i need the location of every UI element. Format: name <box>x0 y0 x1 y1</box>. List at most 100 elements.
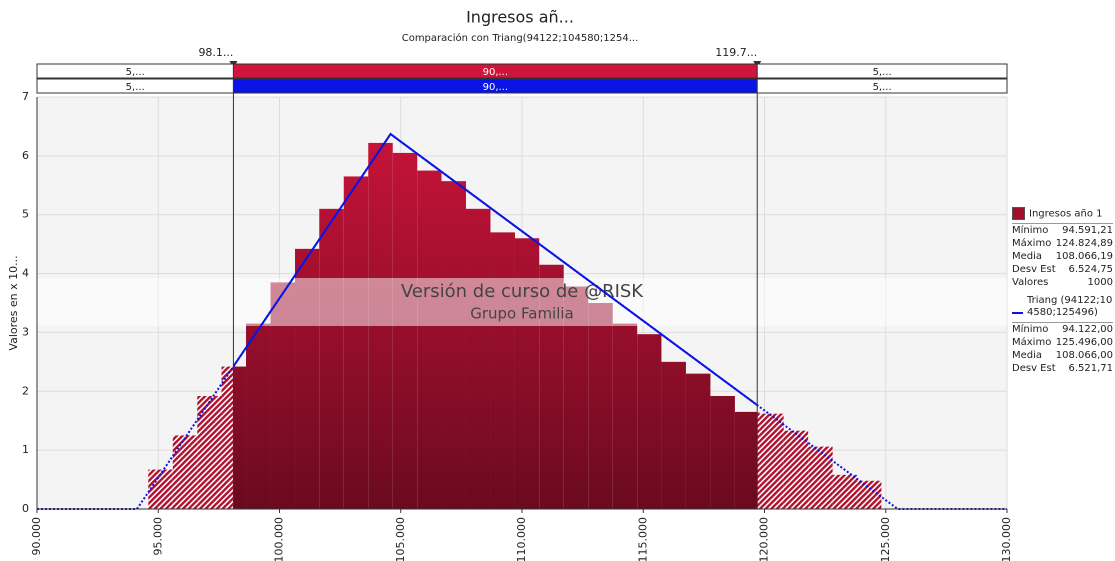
stat-value: 94.122,00 <box>1062 324 1113 335</box>
bar-tail <box>148 469 173 509</box>
legend-label: Triang (94122;104580;125496) <box>1027 295 1113 318</box>
bar-tail <box>808 446 833 509</box>
bar <box>465 208 491 510</box>
watermark: Grupo Familia <box>470 305 574 323</box>
bar <box>685 373 711 509</box>
region-label: 5,... <box>873 82 892 93</box>
legend-stats: Mínimo 94.122,00 Máximo 125.496,00 Media 108.… <box>1012 322 1113 375</box>
bar <box>588 303 613 509</box>
x-tick-label: 100.000 <box>273 517 286 561</box>
legend-label: Ingresos año 1 <box>1029 208 1103 220</box>
bar <box>392 152 418 509</box>
stat-name: Máximo <box>1012 337 1052 348</box>
y-tick-label: 6 <box>22 149 29 162</box>
stat-value: 125.496,00 <box>1055 337 1113 348</box>
bar <box>417 170 442 510</box>
y-tick-label: 2 <box>22 384 29 397</box>
stat-value: 1000 <box>1087 277 1113 288</box>
bar <box>612 323 638 509</box>
region-bar <box>756 63 1008 79</box>
stat-name: Desv Est <box>1012 264 1056 275</box>
delimiter-label: 119.7... <box>715 46 757 59</box>
bar <box>319 208 344 510</box>
legend-swatch <box>1012 207 1025 220</box>
bar <box>661 361 686 509</box>
bar <box>233 366 247 509</box>
bar-tail <box>757 411 760 509</box>
region-label: 5,... <box>126 82 145 93</box>
bar-tail <box>221 366 234 509</box>
stat-row: Máximo 125.496,00 <box>1012 336 1113 349</box>
legend: Ingresos año 1 Mínimo 94.591,21 Máximo 124.8… <box>1012 207 1113 381</box>
watermark: Versión de curso de @RISK <box>401 281 644 302</box>
bar-tail <box>832 474 858 509</box>
x-tick-label: 130.000 <box>1000 517 1013 561</box>
legend-entry: Triang (94122;104580;125496) <box>1012 295 1113 319</box>
bar-tail <box>857 480 882 509</box>
stat-row: Máximo 124.824,89 <box>1012 237 1113 250</box>
y-tick-label: 0 <box>22 502 29 515</box>
bar <box>637 334 662 509</box>
bar <box>246 323 271 509</box>
y-tick-label: 4 <box>22 267 29 280</box>
bar-tail <box>172 435 198 509</box>
stat-name: Media <box>1012 350 1043 361</box>
stat-value: 108.066,19 <box>1055 251 1113 262</box>
y-tick-label: 3 <box>22 325 29 338</box>
bar <box>343 176 369 509</box>
bar-tail <box>197 395 222 509</box>
y-axis-label: Valores en x 10... <box>7 255 20 350</box>
stat-row: Media 108.066,00 <box>1012 349 1113 362</box>
region-label: 5,... <box>873 67 892 78</box>
x-tick-label: 120.000 <box>758 517 771 561</box>
delimiter-label: 98.1... <box>198 46 233 59</box>
x-tick-label: 115.000 <box>636 517 649 561</box>
x-tick-label: 110.000 <box>515 517 528 561</box>
legend-entry: Ingresos año 1 <box>1012 207 1113 220</box>
stat-name: Valores <box>1012 277 1049 288</box>
bar-tail <box>759 413 784 509</box>
stat-value: 6.524,75 <box>1068 264 1113 275</box>
stat-value: 94.591,21 <box>1062 225 1113 236</box>
stat-row: Mínimo 94.122,00 <box>1012 323 1113 337</box>
region-label: 5,... <box>126 67 145 78</box>
y-tick-label: 5 <box>22 208 29 221</box>
legend-line <box>1012 312 1023 314</box>
x-tick-label: 125.000 <box>879 517 892 561</box>
bar <box>710 395 735 509</box>
bar <box>734 411 758 509</box>
stat-value: 124.824,89 <box>1055 238 1113 249</box>
bar <box>490 232 515 509</box>
region-bar <box>756 78 1008 94</box>
y-tick-label: 7 <box>22 90 29 103</box>
watermark-band <box>37 278 1007 326</box>
stat-row: Media 108.066,19 <box>1012 250 1113 263</box>
chart-title: Ingresos añ... <box>466 8 574 27</box>
stat-name: Mínimo <box>1012 225 1049 236</box>
stat-row: Desv Est 6.521,71 <box>1012 362 1113 375</box>
chart-subtitle: Comparación con Triang(94122;104580;1254… <box>402 32 639 44</box>
bars-left <box>148 366 234 509</box>
x-tick-label: 105.000 <box>394 517 407 561</box>
bars-right <box>757 411 882 509</box>
fit-line <box>233 132 758 407</box>
stat-name: Máximo <box>1012 238 1052 249</box>
region-label: 90,... <box>483 67 508 78</box>
stat-value: 6.521,71 <box>1068 363 1113 374</box>
y-tick-label: 1 <box>22 443 29 456</box>
x-tick-label: 95.000 <box>151 517 164 556</box>
stat-name: Mínimo <box>1012 324 1049 335</box>
region-label: 90,... <box>483 82 508 93</box>
stat-row: Mínimo 94.591,21 <box>1012 224 1113 238</box>
stat-row: Desv Est 6.524,75 <box>1012 263 1113 276</box>
stat-value: 108.066,00 <box>1055 350 1113 361</box>
bar-tail <box>783 430 809 509</box>
legend-stats: Mínimo 94.591,21 Máximo 124.824,89 Media 108.… <box>1012 223 1113 289</box>
x-tick-label: 90.000 <box>30 517 43 556</box>
stat-name: Desv Est <box>1012 363 1056 374</box>
stat-row: Valores 1000 <box>1012 276 1113 289</box>
bar <box>441 181 466 509</box>
stat-name: Media <box>1012 251 1043 262</box>
